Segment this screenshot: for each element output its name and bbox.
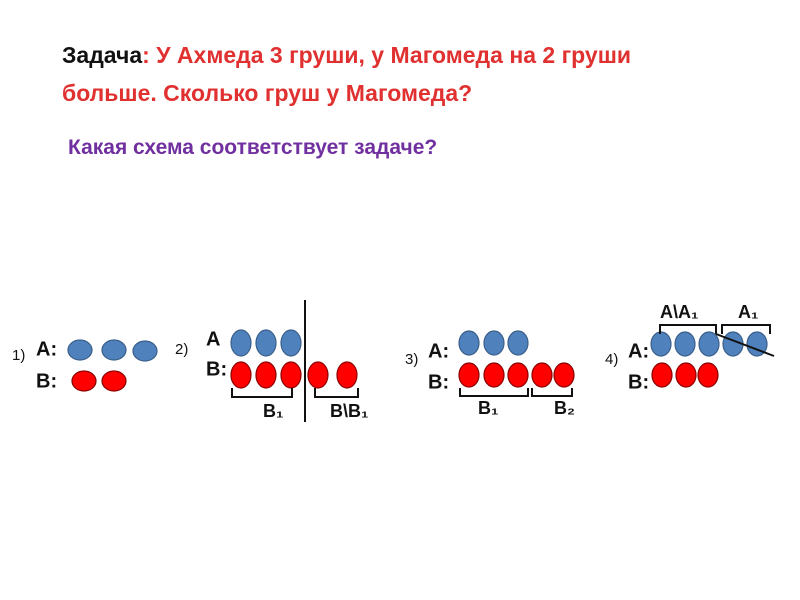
label-b: В: — [428, 371, 449, 393]
label-b: В: — [628, 371, 649, 393]
pears — [230, 300, 359, 422]
scheme-number: 4) — [605, 351, 618, 368]
label-a: А — [206, 328, 220, 350]
brace-label: А₁ — [738, 302, 758, 322]
question: Какая схема соответствует задаче? — [68, 136, 438, 159]
brace-label: В\В₁ — [330, 401, 368, 421]
scheme-number: 1) — [12, 347, 25, 364]
label-a: А: — [36, 338, 57, 360]
task-text: : У Ахмеда 3 груши, у Магомеда на 2 груш… — [62, 42, 632, 106]
label-b: В: — [36, 370, 57, 392]
scheme-number: 3) — [405, 351, 418, 368]
brace-label: А\А₁ — [660, 302, 698, 322]
pears — [458, 330, 575, 397]
pears — [67, 339, 158, 392]
scheme-number: 2) — [175, 341, 188, 358]
label-a: А: — [628, 340, 649, 362]
task-title: Задача: У Ахмеда 3 груши, у Магомеда на … — [62, 36, 722, 112]
brace-label: В₁ — [263, 401, 283, 421]
label-b: В: — [206, 358, 227, 380]
brace-label: В₁ — [478, 398, 498, 418]
task-prefix: Задача — [62, 42, 143, 68]
brace-label: В₂ — [554, 398, 575, 418]
pears — [650, 324, 775, 388]
label-a: А: — [428, 340, 449, 362]
